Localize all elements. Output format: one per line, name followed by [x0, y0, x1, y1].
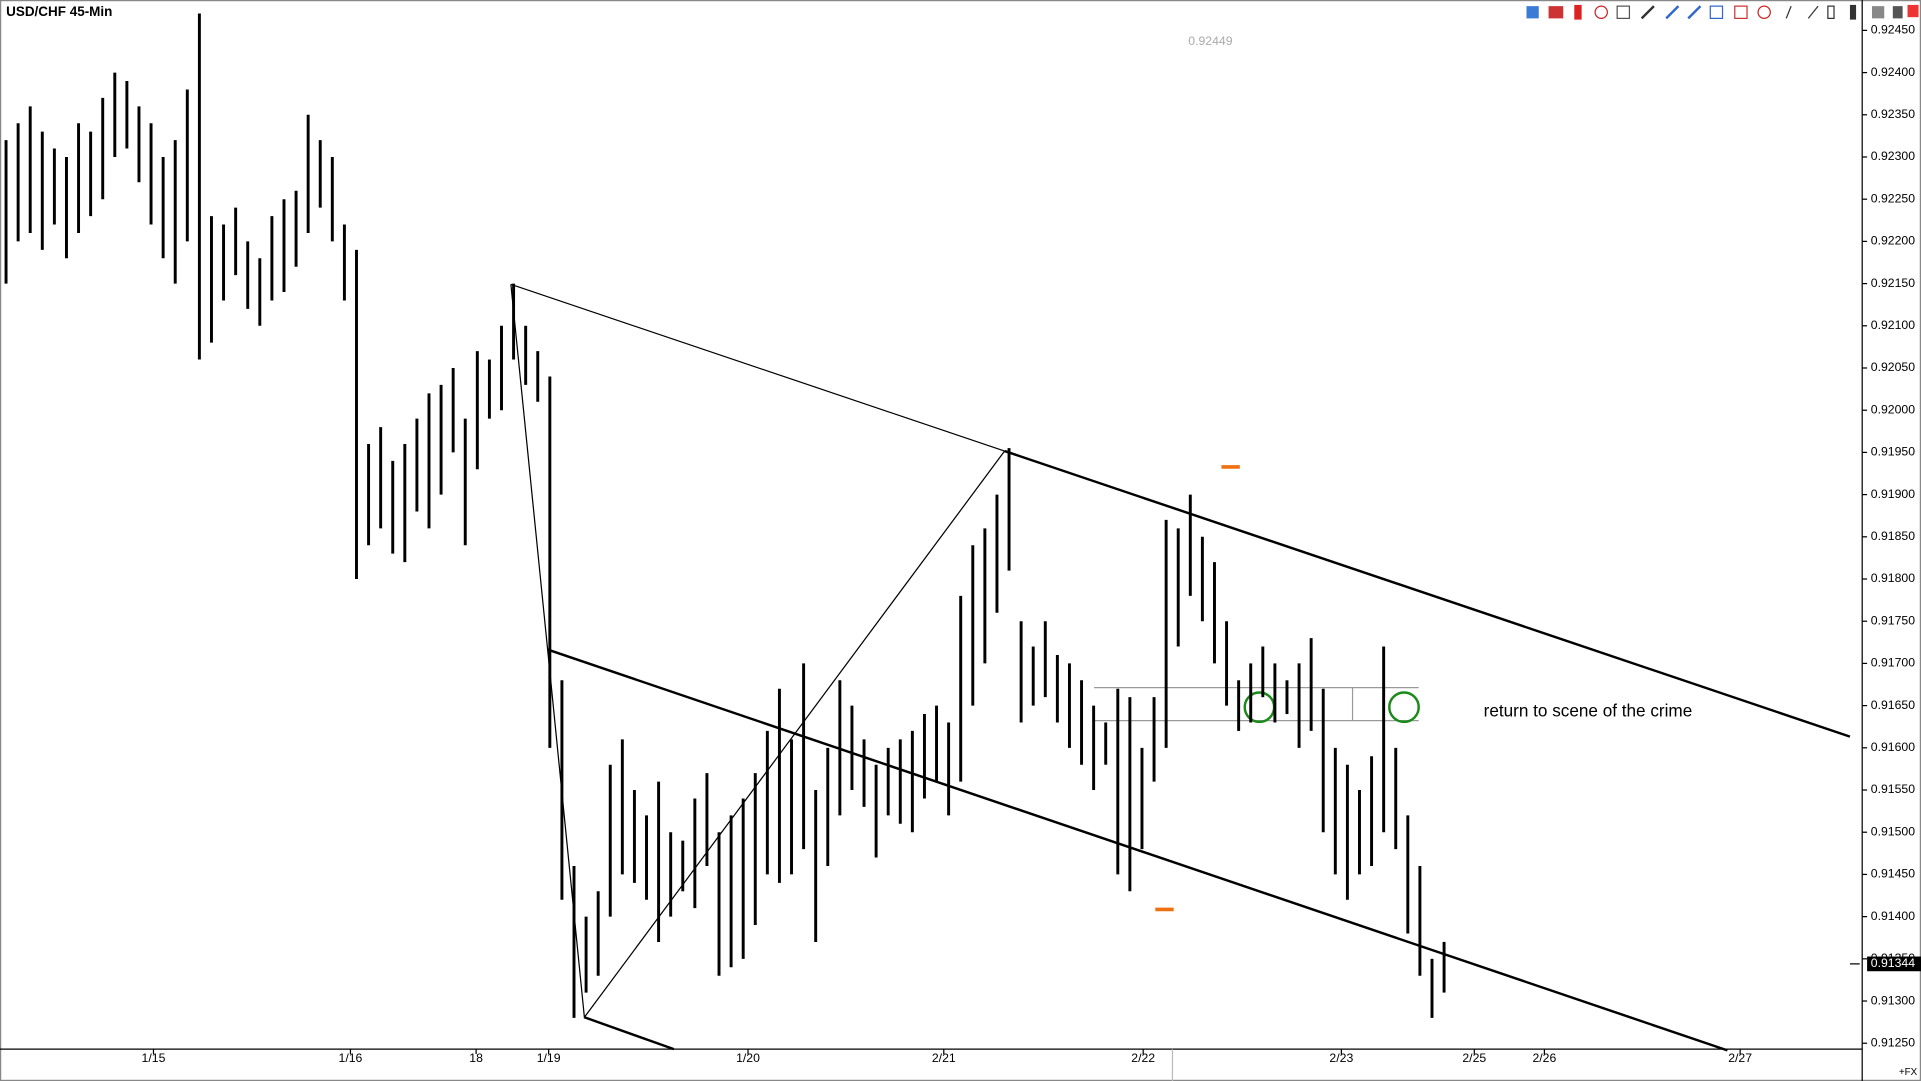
y-tick-label: 0.92400 — [1871, 65, 1915, 79]
x-tick-label: 2/21 — [932, 1051, 956, 1065]
footer: +FX — [1899, 1067, 1918, 1078]
x-tick-label: 2/22 — [1131, 1051, 1155, 1065]
zigzag — [510, 284, 1006, 1019]
tool-icon[interactable] — [1665, 5, 1680, 20]
tool-icon[interactable] — [1574, 4, 1582, 20]
x-tick-label: 1/20 — [736, 1051, 760, 1065]
annotation: return to scene of the crime — [1484, 701, 1693, 721]
y-tick-label: 0.92000 — [1871, 402, 1915, 416]
y-tick-label: 0.91800 — [1871, 571, 1915, 585]
y-tick-label: 0.91500 — [1871, 824, 1915, 838]
y-tick-label: 0.91450 — [1871, 867, 1915, 881]
drawings — [510, 283, 1851, 1052]
last-price-box — [1867, 956, 1921, 972]
tool-icon[interactable] — [1594, 5, 1608, 19]
y-tick-label: 0.91300 — [1871, 993, 1915, 1007]
chart-title: USD/CHF 45-Min — [6, 4, 112, 19]
tool-icon[interactable] — [1785, 5, 1792, 19]
y-tick-label: 0.92050 — [1871, 360, 1915, 374]
tool-icon[interactable] — [1616, 5, 1631, 19]
y-tick-label: 0.91850 — [1871, 529, 1915, 543]
trendline — [583, 1016, 675, 1051]
y-tick-label: 0.91400 — [1871, 909, 1915, 923]
x-tick-label: 1/19 — [537, 1051, 561, 1065]
x-tick-label: 2/26 — [1532, 1051, 1556, 1065]
y-tick-label: 0.91250 — [1871, 1035, 1915, 1049]
trendline — [510, 283, 1005, 452]
tool-icon[interactable] — [1827, 5, 1835, 19]
x-tick-label: 18 — [469, 1051, 483, 1065]
y-tick-label: 0.91550 — [1871, 782, 1915, 796]
x-tick-label: 2/23 — [1329, 1051, 1353, 1065]
tool-icon[interactable] — [1548, 6, 1564, 19]
y-tick-label: 0.92450 — [1871, 23, 1915, 37]
close-button[interactable] — [1907, 4, 1919, 18]
y-tick-label: 0.91900 — [1871, 487, 1915, 501]
tool-icon[interactable] — [1640, 5, 1655, 20]
y-tick-label: 0.92300 — [1871, 149, 1915, 163]
y-tick-label: 0.91650 — [1871, 698, 1915, 712]
y-tick-label: 0.92100 — [1871, 318, 1915, 332]
y-tick-label: 0.91950 — [1871, 445, 1915, 459]
tool-icon[interactable] — [1871, 6, 1885, 19]
tool-icon[interactable] — [1849, 4, 1857, 20]
highlight-circle — [1388, 691, 1420, 724]
y-tick-label: 0.92350 — [1871, 107, 1915, 121]
y-tick-label: 0.92250 — [1871, 191, 1915, 205]
tool-icon[interactable] — [1526, 6, 1539, 19]
y-tick-label: 0.91600 — [1871, 740, 1915, 754]
top-annotation: 0.92449 — [1188, 34, 1232, 48]
y-tick-label: 0.91750 — [1871, 613, 1915, 627]
tool-icon[interactable] — [1892, 6, 1903, 19]
tool-icon[interactable] — [1709, 5, 1724, 19]
tool-icon[interactable] — [1687, 5, 1702, 20]
last-price-label: 0.91344 — [1871, 956, 1915, 970]
y-tick-label: 0.92150 — [1871, 276, 1915, 290]
toolbar — [1526, 4, 1919, 20]
trendline — [1004, 449, 1851, 738]
tool-icon[interactable] — [1807, 5, 1819, 19]
tool-icon[interactable] — [1734, 5, 1748, 19]
tool-icon[interactable] — [1757, 5, 1771, 19]
x-tick-label: 2/27 — [1728, 1051, 1752, 1065]
x-tick-label: 2/25 — [1462, 1051, 1486, 1065]
x-tick-label: 1/16 — [339, 1051, 363, 1065]
x-tick-label: 1/15 — [142, 1051, 166, 1065]
y-tick-label: 0.92200 — [1871, 234, 1915, 248]
y-tick-label: 0.91700 — [1871, 656, 1915, 670]
trendline — [547, 648, 1728, 1052]
